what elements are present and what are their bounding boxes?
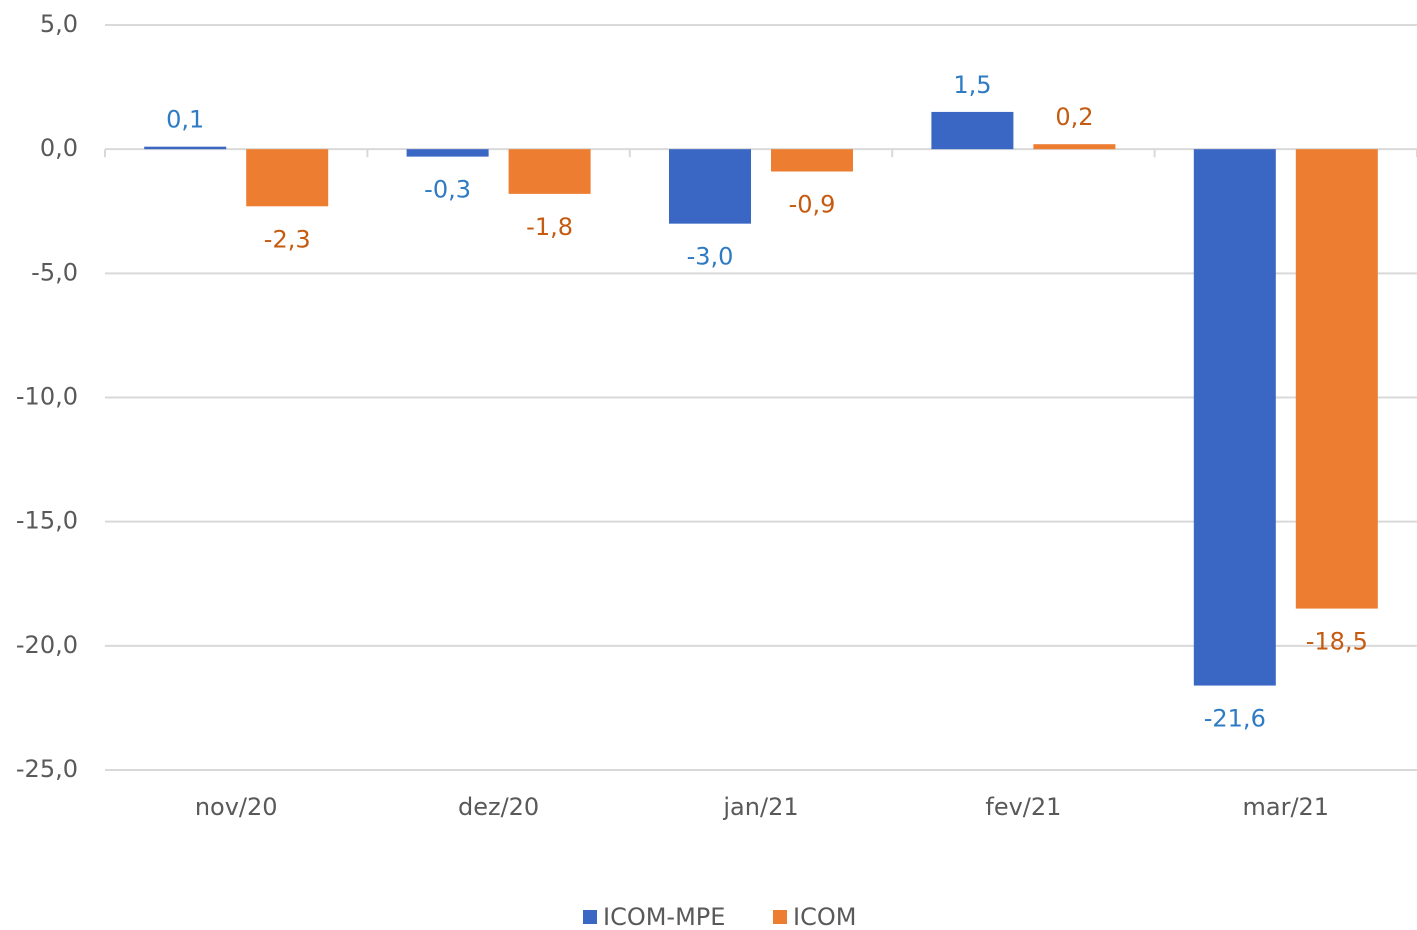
bar: [669, 149, 751, 224]
y-tick-label: -10,0: [16, 383, 78, 411]
legend-swatch: [583, 910, 597, 924]
bar: [1193, 149, 1276, 686]
value-label: -3,0: [687, 243, 734, 271]
value-label: -0,9: [789, 191, 836, 219]
value-label: -21,6: [1204, 705, 1266, 733]
legend-label: ICOM: [793, 903, 856, 930]
value-label: 0,1: [166, 106, 204, 134]
x-tick-label: dez/20: [458, 793, 539, 821]
value-label: 0,2: [1055, 103, 1093, 131]
y-tick-label: -25,0: [16, 755, 78, 783]
value-label: -0,3: [424, 176, 471, 204]
x-tick-label: jan/21: [722, 793, 798, 821]
bar: [144, 146, 227, 150]
y-tick-label: -5,0: [31, 258, 78, 286]
x-tick-label: nov/20: [195, 793, 278, 821]
legend-swatch: [773, 910, 787, 924]
bar: [1295, 149, 1378, 609]
value-label: -2,3: [264, 225, 311, 253]
x-tick-label: fev/21: [985, 793, 1061, 821]
bar: [406, 149, 489, 157]
bar: [508, 149, 591, 194]
y-tick-label: -20,0: [16, 631, 78, 659]
value-label: 1,5: [953, 71, 991, 99]
y-tick-label: 5,0: [40, 10, 78, 38]
value-label: -18,5: [1306, 628, 1368, 656]
y-tick-label: 0,0: [40, 134, 78, 162]
x-tick-label: mar/21: [1243, 793, 1330, 821]
value-label: -1,8: [526, 213, 573, 241]
y-tick-label: -15,0: [16, 507, 78, 535]
legend-label: ICOM-MPE: [603, 903, 725, 930]
bar: [931, 111, 1014, 150]
bar: [771, 149, 853, 172]
bar: [246, 149, 329, 207]
bar: [1033, 144, 1116, 150]
